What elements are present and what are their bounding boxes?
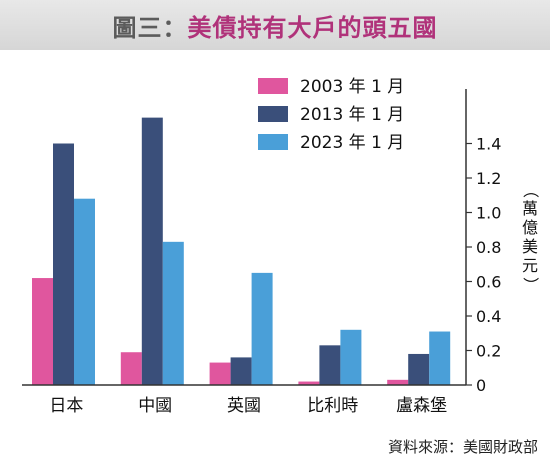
y-tick-label: 0.4: [476, 307, 501, 326]
bar-5-series-1: [387, 379, 409, 385]
x-tick-label: 盧森堡: [396, 396, 447, 416]
chart-title: 圖三： 美債持有大戶的頭五國: [0, 0, 550, 50]
bar-3-series-2: [230, 357, 252, 385]
y-tick-label: 1.4: [476, 135, 501, 154]
y-tick-label: 0.2: [476, 342, 501, 361]
y-tick-label: 0: [476, 376, 486, 395]
y-tick-label: 0.8: [476, 238, 501, 257]
legend-swatch-2: [258, 106, 288, 122]
bar-3-series-3: [251, 272, 273, 385]
bar-1-series-1: [32, 278, 53, 385]
y-tick-label: 1.0: [476, 204, 501, 223]
title-prefix: 圖三：: [112, 13, 188, 42]
bar-2-series-1: [120, 352, 142, 385]
bar-5-series-2: [408, 353, 430, 385]
legend-label-2: 2013 年 1 月: [300, 105, 404, 125]
bar-1-series-2: [53, 143, 74, 385]
legend-swatch-3: [258, 134, 288, 150]
bar-3-series-1: [209, 362, 231, 385]
legend-label-3: 2023 年 1 月: [300, 133, 404, 153]
title-text: 美債持有大戶的頭五國: [187, 13, 438, 42]
x-tick-label: 日本: [49, 396, 83, 416]
bar-4-series-2: [319, 345, 341, 385]
y-tick-label: 0.6: [476, 273, 501, 292]
bar-4-series-1: [298, 381, 320, 385]
y-tick-label: 1.2: [476, 169, 501, 188]
x-tick-label: 英國: [227, 396, 261, 416]
x-tick-label: 比利時: [307, 396, 358, 416]
bar-2-series-3: [162, 241, 184, 385]
legend-label-1: 2003 年 1 月: [300, 77, 404, 97]
bar-4-series-3: [340, 329, 362, 385]
y-axis-label-char: 億: [522, 218, 538, 237]
legend-swatch-1: [258, 78, 288, 94]
y-axis-label-char: 美: [522, 237, 538, 256]
source-note: 資料來源：美國財政部: [387, 438, 538, 456]
bar-1-series-3: [74, 198, 95, 385]
y-axis-label-char: 萬: [522, 199, 538, 218]
x-tick-label: 中國: [138, 396, 172, 416]
bar-5-series-3: [429, 331, 451, 385]
y-axis-label-char: ）: [521, 277, 540, 293]
bar-2-series-2: [141, 117, 163, 385]
y-axis-label-char: 元: [522, 256, 538, 275]
y-axis-label-char: （: [521, 182, 540, 198]
chart-area: 日本 中國 英國 比利時 盧森堡 0 0.2 0.4 0.6 0.8 1.0 1.2 1.4 （萬億美元 ）…: [0, 50, 550, 430]
title-band: [0, 0, 550, 50]
